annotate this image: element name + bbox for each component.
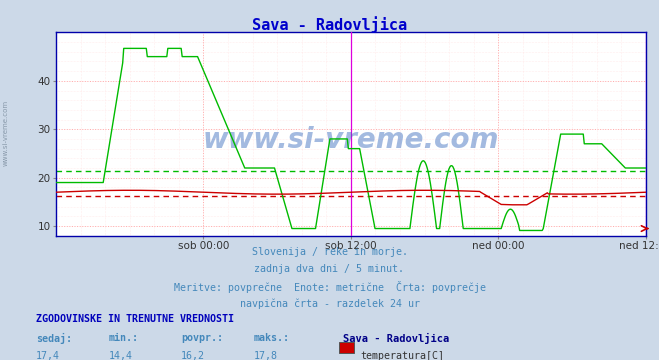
Text: ZGODOVINSKE IN TRENUTNE VREDNOSTI: ZGODOVINSKE IN TRENUTNE VREDNOSTI xyxy=(36,314,234,324)
Text: Sava - Radovljica: Sava - Radovljica xyxy=(343,333,449,344)
Text: 17,8: 17,8 xyxy=(254,351,277,360)
Text: Sava - Radovljica: Sava - Radovljica xyxy=(252,16,407,33)
Text: sedaj:: sedaj: xyxy=(36,333,72,344)
Text: zadnja dva dni / 5 minut.: zadnja dva dni / 5 minut. xyxy=(254,264,405,274)
Text: www.si-vreme.com: www.si-vreme.com xyxy=(203,126,499,154)
Text: min.:: min.: xyxy=(109,333,139,343)
Text: Meritve: povprečne  Enote: metrične  Črta: povprečje: Meritve: povprečne Enote: metrične Črta:… xyxy=(173,281,486,293)
Text: Slovenija / reke in morje.: Slovenija / reke in morje. xyxy=(252,247,407,257)
Text: 14,4: 14,4 xyxy=(109,351,132,360)
Text: www.si-vreme.com: www.si-vreme.com xyxy=(2,100,9,166)
Text: navpična črta - razdelek 24 ur: navpična črta - razdelek 24 ur xyxy=(239,298,420,309)
Text: 16,2: 16,2 xyxy=(181,351,205,360)
Text: temperatura[C]: temperatura[C] xyxy=(360,351,444,360)
Text: 17,4: 17,4 xyxy=(36,351,60,360)
Text: maks.:: maks.: xyxy=(254,333,290,343)
Text: povpr.:: povpr.: xyxy=(181,333,223,343)
